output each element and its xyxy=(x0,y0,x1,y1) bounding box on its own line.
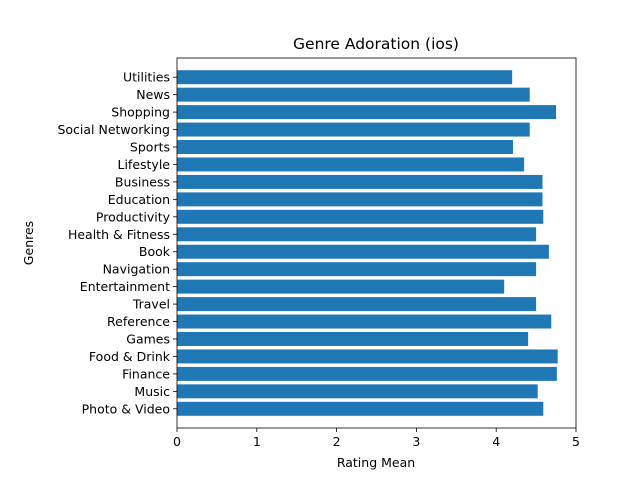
x-tick-label: 1 xyxy=(253,434,261,449)
y-tick-label: Finance xyxy=(122,366,170,381)
bars-layer xyxy=(177,70,558,416)
y-tick-label: Business xyxy=(115,174,170,189)
x-tick-label: 4 xyxy=(492,434,500,449)
y-tick-label: Lifestyle xyxy=(117,157,170,172)
y-tick-label: News xyxy=(136,87,170,102)
x-axis-label: Rating Mean xyxy=(337,455,415,470)
y-tick-label: Social Networking xyxy=(57,122,170,137)
bar xyxy=(177,366,557,381)
x-tick-label: 5 xyxy=(572,434,580,449)
bar xyxy=(177,105,557,120)
bar xyxy=(177,174,543,189)
bar xyxy=(177,122,530,137)
y-tick-label: Photo & Video xyxy=(82,401,170,416)
bar xyxy=(177,140,513,154)
y-tick-label: Music xyxy=(134,384,170,399)
y-tick-label: Reference xyxy=(107,314,170,329)
y-tick-label: Sports xyxy=(130,140,170,155)
y-tick-label: Utilities xyxy=(123,70,170,85)
bar xyxy=(177,262,537,277)
bar xyxy=(177,209,544,224)
y-axis-label: Genres xyxy=(21,221,36,265)
bar xyxy=(177,192,543,207)
y-tick-label: Health & Fitness xyxy=(68,227,170,242)
x-tick-label: 2 xyxy=(333,434,341,449)
bar xyxy=(177,384,538,399)
bar xyxy=(177,87,530,102)
chart-title: Genre Adoration (ios) xyxy=(293,35,459,53)
y-tick-label: Travel xyxy=(132,297,170,312)
y-tick-label: Food & Drink xyxy=(89,349,171,364)
y-tick-label: Book xyxy=(139,244,171,259)
y-tick-label: Entertainment xyxy=(80,279,170,294)
y-tick-label: Productivity xyxy=(96,209,171,224)
y-tick-label: Education xyxy=(108,192,170,207)
bar xyxy=(177,349,558,364)
x-tick-label: 0 xyxy=(173,434,181,449)
y-tick-label: Navigation xyxy=(103,262,170,277)
y-tick-label: Games xyxy=(126,331,170,346)
bar xyxy=(177,70,513,85)
bar xyxy=(177,244,549,259)
bar xyxy=(177,227,537,242)
y-tick-label: Shopping xyxy=(111,105,170,120)
axes-layer xyxy=(173,57,577,432)
bar xyxy=(177,332,529,346)
bar xyxy=(177,157,525,172)
x-tick-label: 3 xyxy=(412,434,420,449)
bar xyxy=(177,279,505,294)
bar xyxy=(177,314,552,329)
bar xyxy=(177,401,544,416)
plot-frame xyxy=(176,57,577,429)
bar xyxy=(177,297,537,312)
labels-layer: Photo & Video Music Finance Food & Drink Gam… xyxy=(57,70,580,449)
